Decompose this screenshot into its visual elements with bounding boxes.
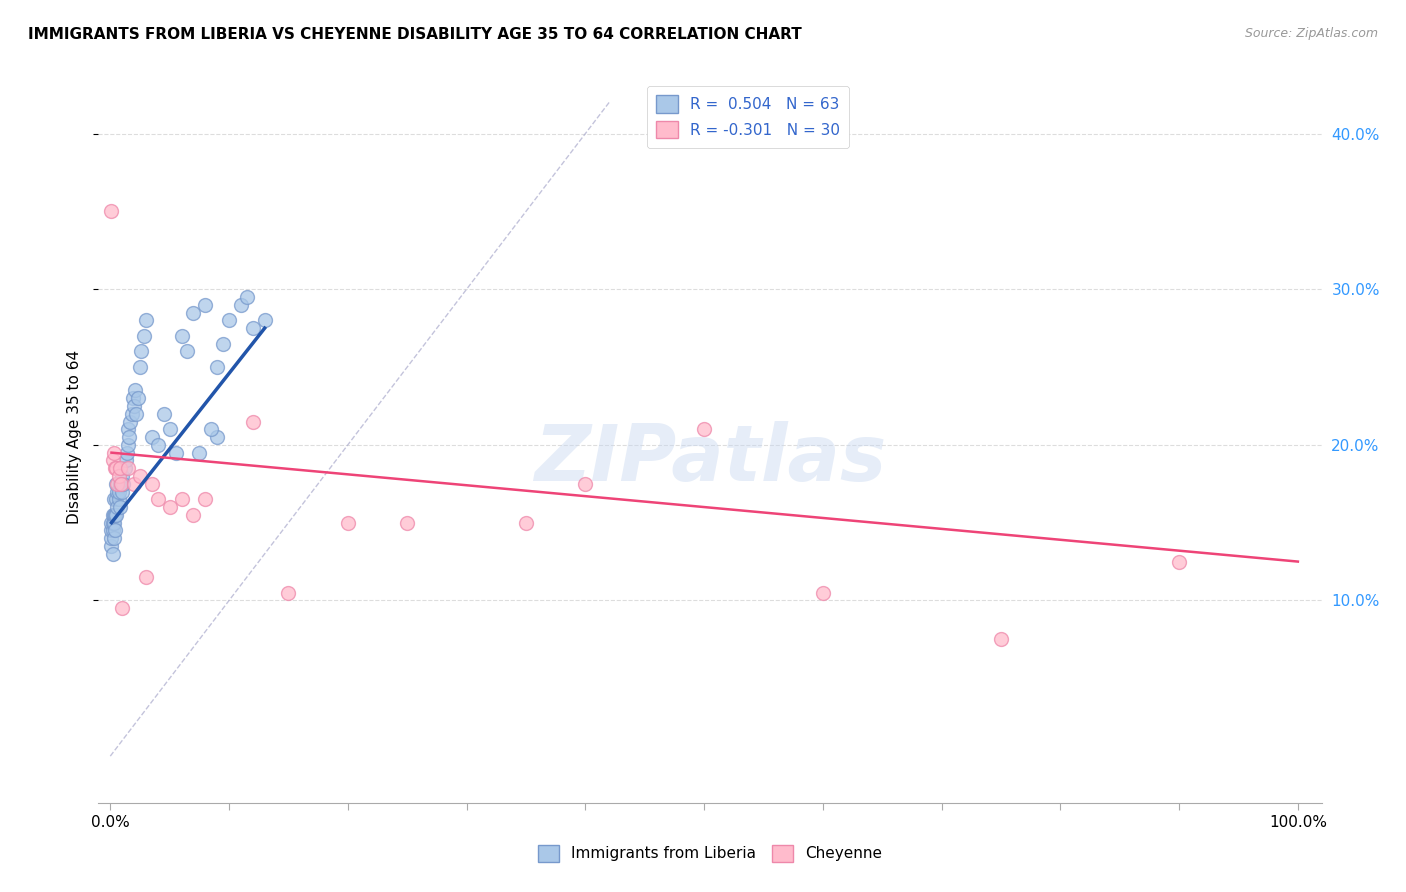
Point [125, 407, 148, 421]
Point [107, 484, 129, 499]
Point [152, 407, 174, 421]
Point [105, 476, 128, 491]
Point [110, 476, 132, 491]
Point [122, 476, 145, 491]
Point [107, 476, 129, 491]
Text: ZIPatlas: ZIPatlas [534, 421, 886, 497]
Point [127, 391, 149, 405]
Point [121, 407, 143, 421]
Point [205, 430, 228, 444]
Point [396, 516, 419, 530]
Point [105, 508, 128, 522]
Point [129, 344, 152, 359]
Point [105, 461, 128, 475]
Point [159, 422, 181, 436]
Point [253, 313, 276, 327]
Point [129, 469, 152, 483]
Point [212, 336, 235, 351]
Point [183, 508, 205, 522]
Point [103, 516, 125, 530]
Point [242, 415, 264, 429]
Point [132, 329, 155, 343]
Point [205, 359, 228, 374]
Point [574, 476, 596, 491]
Point [176, 344, 198, 359]
Point [236, 290, 259, 304]
Point [170, 329, 193, 343]
Point [100, 516, 122, 530]
Point [107, 484, 129, 499]
Point [120, 415, 142, 429]
Point [170, 492, 193, 507]
Point [515, 516, 537, 530]
Point [108, 500, 131, 515]
Point [218, 313, 240, 327]
Point [115, 445, 138, 459]
Point [101, 524, 124, 538]
Point [277, 585, 299, 599]
Point [135, 570, 157, 584]
Point [101, 453, 124, 467]
Point [693, 422, 716, 436]
Point [811, 585, 834, 599]
Point [183, 305, 205, 319]
Point [194, 298, 217, 312]
Point [990, 632, 1012, 647]
Point [121, 391, 143, 405]
Point [100, 539, 122, 553]
Point [111, 601, 134, 615]
Point [100, 204, 122, 219]
Point [104, 508, 127, 522]
Point [159, 500, 181, 515]
Point [141, 476, 163, 491]
Point [117, 438, 139, 452]
Point [104, 524, 127, 538]
Point [194, 492, 217, 507]
Point [336, 516, 359, 530]
Point [108, 461, 131, 475]
Point [188, 445, 211, 459]
Point [1168, 555, 1191, 569]
Point [229, 298, 252, 312]
Point [112, 476, 135, 491]
Point [114, 453, 136, 467]
Point [103, 531, 125, 545]
Point [135, 313, 157, 327]
Point [101, 547, 124, 561]
Point [103, 492, 125, 507]
Point [101, 508, 124, 522]
Point [111, 469, 134, 483]
Legend: Immigrants from Liberia, Cheyenne: Immigrants from Liberia, Cheyenne [531, 838, 889, 868]
Point [107, 469, 129, 483]
Point [100, 524, 122, 538]
Point [165, 445, 187, 459]
Point [146, 438, 169, 452]
Text: IMMIGRANTS FROM LIBERIA VS CHEYENNE DISABILITY AGE 35 TO 64 CORRELATION CHART: IMMIGRANTS FROM LIBERIA VS CHEYENNE DISA… [28, 27, 801, 42]
Point [141, 430, 163, 444]
Point [111, 484, 134, 499]
Point [129, 359, 152, 374]
Text: Source: ZipAtlas.com: Source: ZipAtlas.com [1244, 27, 1378, 40]
Point [107, 500, 129, 515]
Point [118, 430, 141, 444]
Y-axis label: Disability Age 35 to 64: Disability Age 35 to 64 [67, 350, 83, 524]
Point [101, 516, 124, 530]
Point [107, 492, 129, 507]
Point [117, 461, 139, 475]
Point [100, 531, 122, 545]
Point [105, 492, 128, 507]
Point [117, 422, 139, 436]
Point [146, 492, 169, 507]
Point [242, 321, 264, 335]
Point [122, 399, 145, 413]
Point [104, 461, 127, 475]
Point [114, 461, 136, 475]
Point [124, 384, 146, 398]
Point [108, 476, 131, 491]
Point [200, 422, 222, 436]
Point [103, 508, 125, 522]
Point [103, 445, 125, 459]
Point [110, 476, 132, 491]
